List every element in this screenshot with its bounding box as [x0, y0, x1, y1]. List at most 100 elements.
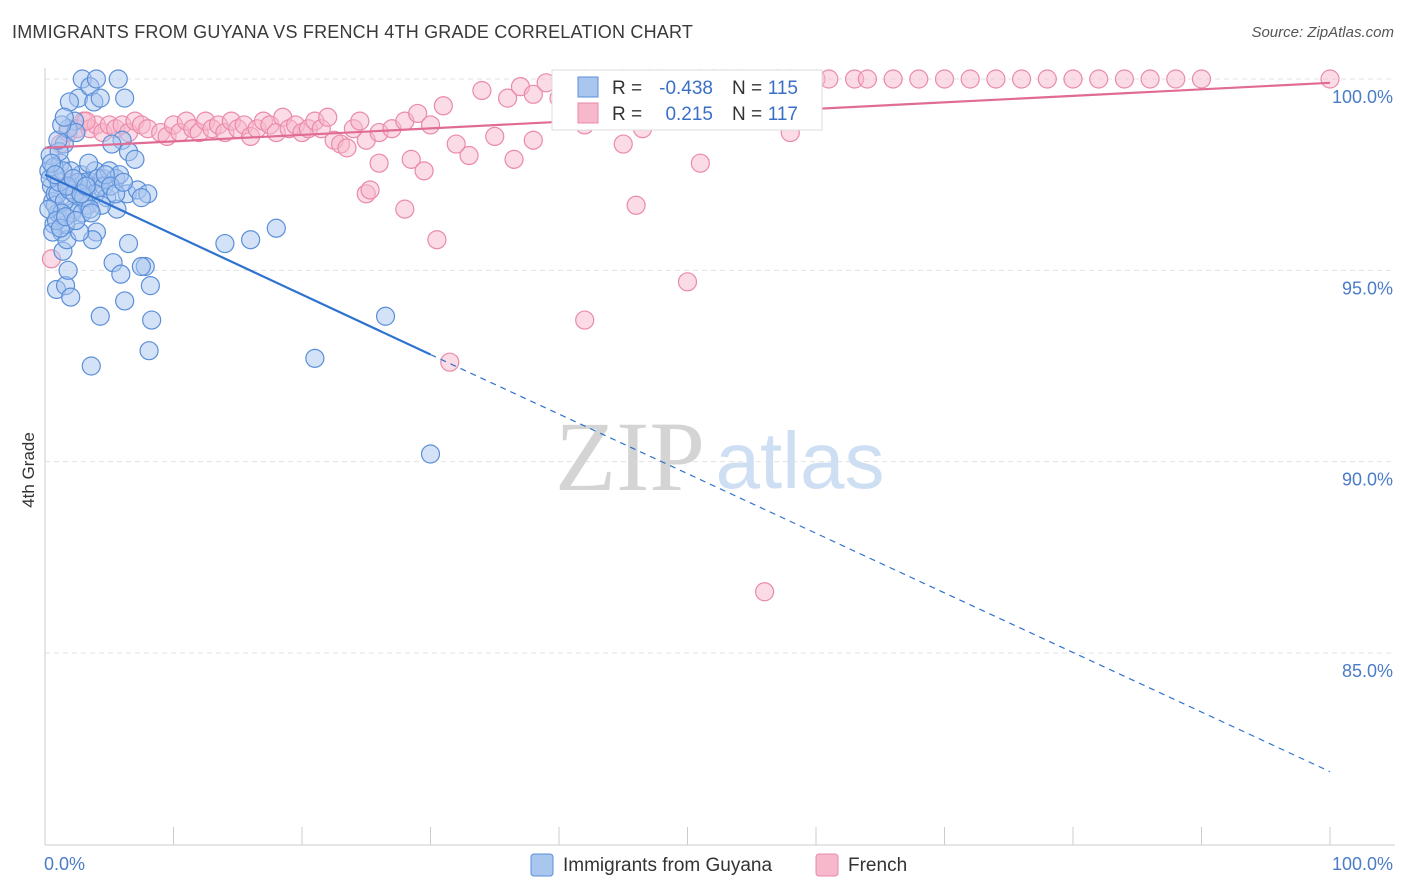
french-point-115: [690, 153, 710, 173]
french-point-85: [883, 69, 903, 89]
french-point-84: [857, 69, 878, 89]
stats-n-label-french: N =: [732, 104, 762, 125]
guyana-point-76: [420, 444, 441, 464]
french-point-101: [360, 180, 380, 200]
guyana-point-36: [108, 69, 128, 89]
guyana-point-44: [79, 153, 99, 173]
guyana-point-111: [45, 165, 65, 185]
y-axis-label: 4th Grade: [19, 432, 38, 508]
guyana-point-63: [140, 276, 160, 296]
y-tick-label-0: 100.0%: [1332, 87, 1393, 107]
guyana-point-75: [375, 306, 396, 326]
french-point-54: [446, 134, 466, 154]
guyana-point-12: [61, 287, 81, 307]
guyana-point-29: [125, 149, 145, 169]
chart-source: Source: ZipAtlas.com: [1251, 24, 1394, 41]
guyana-point-73: [266, 218, 286, 238]
guyana-point-37: [115, 88, 135, 108]
guyana-point-62: [131, 256, 151, 277]
french-point-113: [575, 310, 595, 330]
guyana-point-60: [118, 233, 139, 254]
stats-n-value-guyana: 115: [768, 78, 798, 99]
french-point-57: [485, 126, 505, 146]
french-point-41: [318, 107, 338, 127]
guyana-point-108: [66, 210, 86, 231]
french-point-88: [960, 69, 980, 89]
french-point-104: [395, 199, 415, 219]
y-tick-label-3: 85.0%: [1342, 661, 1393, 681]
french-point-98: [1320, 69, 1340, 89]
french-point-52: [420, 115, 441, 135]
guyana-point-13: [58, 260, 78, 280]
french-point-95: [1140, 69, 1160, 89]
watermark: ZIP atlas: [555, 401, 884, 512]
french-point-90: [1011, 69, 1032, 89]
french-point-91: [1037, 69, 1057, 89]
bottom-legend: Immigrants from Guyana French: [530, 853, 907, 877]
french-point-109: [613, 134, 633, 154]
guyana-point-34: [86, 69, 107, 89]
french-point-82: [819, 69, 839, 89]
watermark-zip: ZIP: [555, 401, 705, 512]
guyana-point-35: [90, 88, 110, 108]
french-point-93: [1089, 69, 1109, 89]
legend-label-guyana: Immigrants from Guyana: [563, 855, 772, 876]
french-point-114: [626, 195, 646, 215]
french-point-58: [498, 88, 518, 108]
french-point-51: [408, 103, 428, 124]
french-point-46: [350, 111, 370, 131]
french-point-86: [909, 69, 929, 89]
french-point-87: [934, 69, 955, 89]
french-point-107: [504, 149, 524, 169]
french-point-96: [1166, 69, 1186, 89]
chart-title: IMMIGRANTS FROM GUYANA VS FRENCH 4TH GRA…: [12, 22, 694, 42]
french-point-118: [440, 352, 460, 372]
french-point-94: [1114, 69, 1135, 89]
french-point-119: [754, 582, 775, 602]
french-point-105: [427, 230, 447, 250]
guyana-point-69: [139, 341, 159, 361]
guyana-point-95: [113, 172, 133, 192]
stats-r-value-guyana: -0.438: [659, 78, 713, 99]
guyana-point-70: [81, 356, 101, 376]
french-point-103: [414, 161, 434, 181]
guyana-point-52: [131, 188, 151, 208]
french-point-92: [1063, 69, 1083, 89]
guyana-point-114: [54, 107, 74, 127]
french-point-60: [523, 84, 543, 104]
legend-swatch-guyana: [530, 853, 554, 877]
series-guyana: [39, 69, 441, 464]
stats-legend-swatch-guyana: [577, 76, 599, 98]
french-point-55: [459, 145, 479, 166]
stats-r-value-french: 0.215: [665, 104, 713, 125]
stats-r-label-guyana: R =: [612, 78, 642, 99]
french-point-106: [523, 130, 543, 150]
guyana-point-74: [305, 348, 325, 368]
grid-lines: [45, 78, 1395, 654]
series-french: [41, 69, 1340, 602]
french-point-89: [986, 69, 1006, 89]
french-point-102: [401, 149, 421, 169]
legend-swatch-french: [815, 853, 839, 877]
stats-n-label-guyana: N =: [732, 78, 762, 99]
stats-legend-swatch-french: [577, 102, 599, 124]
guyana-point-71: [215, 233, 235, 254]
stats-n-value-french: 117: [768, 104, 798, 125]
guyana-point-67: [90, 306, 110, 326]
stats-legend: R = -0.438 N = 115 R = 0.215 N = 117: [551, 69, 823, 131]
guyana-point-65: [111, 264, 131, 284]
y-tick-label-2: 90.0%: [1342, 470, 1393, 490]
french-point-44: [337, 138, 357, 158]
axis-ticks: 100.0% 95.0% 90.0% 85.0% 0.0% 100.0%: [44, 87, 1393, 874]
guyana-trendline: [44, 173, 431, 356]
french-point-117: [677, 272, 698, 292]
guyana-point-66: [115, 291, 135, 311]
guyana-point-72: [241, 230, 261, 250]
guyana-point-68: [142, 310, 162, 330]
watermark-atlas: atlas: [716, 416, 885, 505]
x-tick-label-1: 100.0%: [1332, 854, 1393, 874]
guyana-point-103: [76, 176, 96, 196]
french-point-53: [433, 96, 453, 116]
guyana-point-109: [81, 203, 101, 223]
guyana-trendline-extension: [430, 353, 1331, 773]
